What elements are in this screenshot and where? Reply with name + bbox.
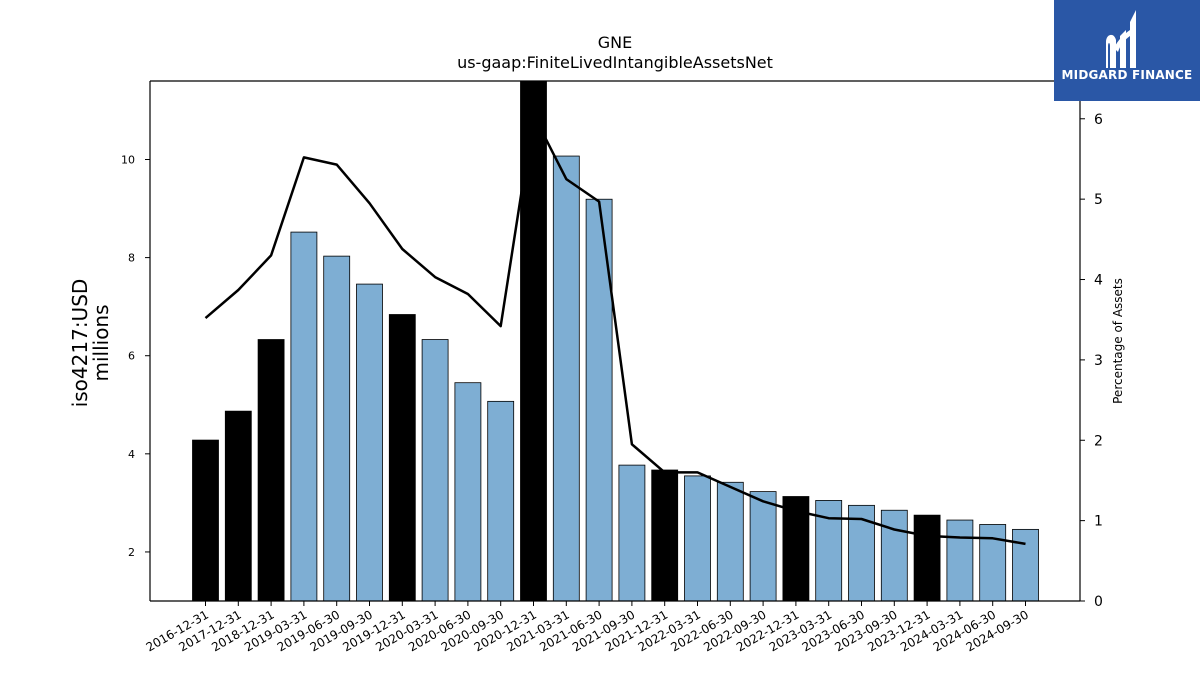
bar — [257, 339, 285, 602]
logo-mark-icon — [1106, 10, 1136, 68]
y-tick-label-left: 2 — [128, 546, 135, 559]
bar — [192, 439, 219, 602]
y-axis-right-label: Percentage of Assets — [1111, 278, 1125, 404]
logo-text: MIDGARD FINANCE — [1061, 68, 1193, 82]
bar — [880, 509, 908, 602]
company-logo: MIDGARD FINANCE — [1054, 0, 1200, 101]
y-tick-label-right: 2 — [1094, 433, 1103, 449]
chart-subtitle: us-gaap:FiniteLivedIntangibleAssetsNet — [457, 53, 773, 72]
bar — [946, 519, 974, 602]
y-tick-label-right: 4 — [1094, 273, 1103, 289]
y-tick-label-right: 0 — [1094, 594, 1103, 610]
bar — [585, 198, 613, 602]
bar — [388, 314, 416, 602]
bar — [421, 339, 449, 602]
y-axis-left-label-line2: millions — [89, 304, 113, 381]
y-tick-label-left: 10 — [121, 153, 135, 166]
y-tick-label-left: 4 — [128, 448, 135, 461]
y-tick-label-right: 1 — [1094, 514, 1103, 530]
bar — [224, 410, 252, 602]
percentage-line — [204, 113, 1026, 546]
bar — [618, 464, 646, 602]
y-tick-label-left: 8 — [128, 252, 135, 265]
y-tick-label-right: 6 — [1094, 112, 1103, 128]
bar — [979, 524, 1007, 602]
bar — [454, 382, 482, 602]
bar — [356, 283, 383, 602]
y-tick-label-right: 5 — [1094, 192, 1103, 208]
plot-area: 24681001234562016-12-312017-12-312018-12… — [121, 80, 1103, 654]
bar — [323, 255, 351, 602]
bar — [651, 469, 679, 602]
bar — [552, 155, 580, 602]
bar — [1012, 528, 1039, 602]
bar — [716, 481, 744, 602]
y-tick-label-right: 3 — [1094, 353, 1103, 369]
bar — [487, 400, 515, 602]
bar — [520, 80, 547, 602]
bar — [290, 231, 318, 602]
chart-title: GNE — [598, 33, 632, 52]
y-axis-left-label-line1: iso4217:USD — [68, 279, 92, 408]
y-tick-label-left: 6 — [128, 350, 135, 363]
bar — [684, 475, 711, 602]
bar — [913, 514, 941, 602]
bar — [749, 491, 777, 602]
